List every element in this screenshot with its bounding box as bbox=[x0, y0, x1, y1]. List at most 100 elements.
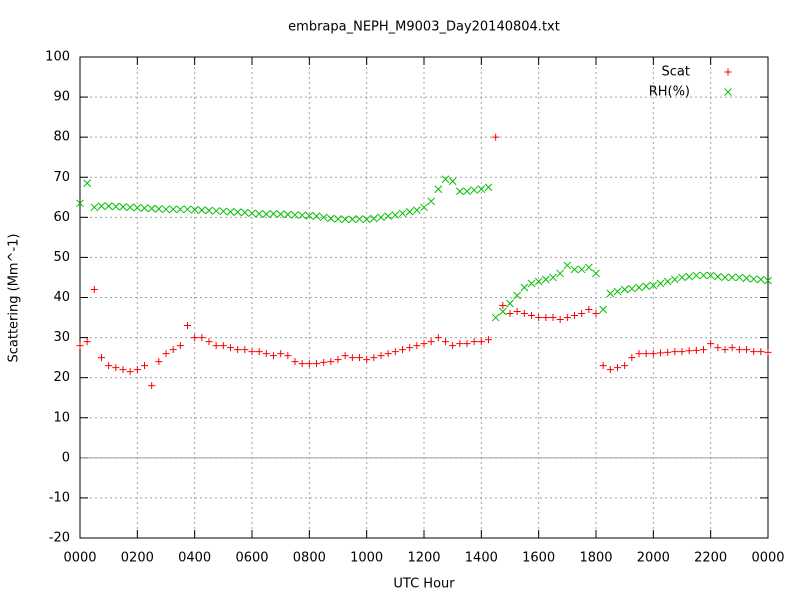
x-tick-label: 2000 bbox=[637, 551, 670, 566]
y-tick-label: 30 bbox=[53, 330, 70, 345]
marker bbox=[241, 346, 249, 354]
x-tick-label: 2200 bbox=[694, 551, 727, 566]
marker bbox=[700, 346, 707, 354]
x-axis-label: UTC Hour bbox=[393, 577, 455, 592]
marker bbox=[76, 342, 84, 350]
marker bbox=[520, 283, 529, 292]
marker bbox=[399, 346, 406, 354]
marker bbox=[76, 199, 84, 208]
marker bbox=[606, 366, 614, 374]
marker bbox=[721, 273, 729, 282]
marker bbox=[735, 273, 744, 282]
marker bbox=[448, 177, 457, 186]
marker bbox=[506, 299, 514, 308]
marker bbox=[764, 276, 772, 285]
marker bbox=[126, 368, 134, 376]
marker bbox=[398, 209, 407, 218]
y-tick-label: 20 bbox=[53, 370, 70, 385]
marker bbox=[355, 215, 364, 223]
marker bbox=[183, 205, 192, 214]
marker bbox=[348, 215, 357, 224]
marker bbox=[455, 187, 464, 196]
marker bbox=[283, 210, 292, 219]
marker bbox=[713, 272, 722, 281]
marker bbox=[219, 342, 227, 350]
y-tick-label: -20 bbox=[49, 531, 70, 546]
marker bbox=[678, 273, 686, 282]
marker bbox=[227, 344, 234, 352]
marker bbox=[742, 274, 751, 283]
marker bbox=[427, 197, 436, 206]
marker bbox=[570, 265, 579, 274]
marker bbox=[391, 211, 400, 219]
marker bbox=[470, 338, 478, 346]
marker bbox=[98, 354, 105, 362]
marker bbox=[198, 334, 206, 342]
marker bbox=[269, 209, 278, 218]
marker bbox=[678, 348, 686, 356]
marker bbox=[685, 347, 693, 355]
marker bbox=[663, 277, 672, 286]
marker bbox=[104, 202, 113, 210]
marker bbox=[585, 306, 593, 314]
marker bbox=[420, 340, 428, 348]
marker bbox=[234, 346, 242, 354]
marker bbox=[541, 275, 550, 284]
marker bbox=[571, 312, 578, 320]
y-tick-label: 80 bbox=[53, 130, 70, 145]
marker bbox=[169, 346, 177, 354]
marker bbox=[90, 285, 98, 293]
y-tick-label: 70 bbox=[53, 170, 70, 185]
marker bbox=[441, 175, 450, 184]
marker bbox=[133, 366, 141, 374]
chart-title: embrapa_NEPH_M9003_Day20140804.txt bbox=[288, 20, 560, 35]
marker bbox=[549, 273, 557, 282]
marker bbox=[578, 310, 586, 318]
marker bbox=[341, 215, 350, 224]
x-tick-label: 1200 bbox=[407, 551, 440, 566]
marker bbox=[627, 284, 636, 293]
marker bbox=[635, 350, 643, 358]
x-tick-label: 0000 bbox=[751, 551, 784, 566]
marker bbox=[126, 203, 135, 212]
marker bbox=[542, 314, 550, 322]
marker bbox=[327, 358, 335, 366]
marker bbox=[527, 279, 536, 288]
marker bbox=[119, 366, 127, 374]
marker bbox=[620, 285, 629, 294]
marker bbox=[262, 350, 270, 358]
marker bbox=[291, 358, 299, 366]
marker bbox=[226, 207, 235, 216]
marker bbox=[276, 210, 285, 218]
marker bbox=[255, 348, 263, 356]
x-tick-label: 0200 bbox=[121, 551, 154, 566]
marker bbox=[599, 305, 608, 314]
marker bbox=[312, 212, 321, 220]
marker bbox=[491, 313, 500, 322]
marker bbox=[326, 214, 335, 223]
marker bbox=[412, 206, 421, 214]
marker bbox=[420, 203, 428, 212]
marker bbox=[176, 205, 185, 214]
marker bbox=[635, 283, 643, 292]
marker bbox=[190, 205, 199, 214]
marker bbox=[492, 133, 500, 141]
marker bbox=[111, 202, 120, 211]
y-tick-label: 40 bbox=[53, 290, 70, 305]
marker bbox=[556, 316, 564, 324]
marker bbox=[370, 354, 378, 362]
marker bbox=[154, 205, 163, 213]
marker bbox=[750, 348, 758, 356]
x-tick-label: 1800 bbox=[579, 551, 612, 566]
marker bbox=[484, 183, 493, 192]
marker bbox=[140, 204, 149, 212]
marker bbox=[470, 186, 479, 194]
y-tick-label: -10 bbox=[49, 490, 70, 505]
marker bbox=[319, 213, 328, 222]
marker bbox=[685, 272, 694, 281]
marker bbox=[456, 340, 464, 348]
marker bbox=[356, 354, 363, 362]
marker bbox=[606, 289, 615, 298]
marker bbox=[721, 346, 729, 354]
